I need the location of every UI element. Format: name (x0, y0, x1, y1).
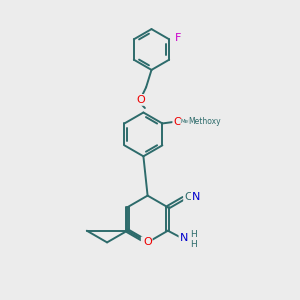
Text: O: O (143, 237, 152, 247)
Text: O: O (142, 237, 151, 248)
Text: F: F (174, 33, 181, 43)
Text: Methoxy: Methoxy (188, 117, 221, 126)
Text: H: H (190, 241, 197, 250)
Text: O: O (173, 117, 182, 127)
Text: N: N (179, 233, 188, 243)
Text: C: C (184, 192, 192, 203)
Text: H: H (190, 230, 197, 239)
Text: Methoxy: Methoxy (181, 119, 204, 124)
Text: N: N (192, 192, 200, 203)
Text: O: O (136, 95, 145, 105)
